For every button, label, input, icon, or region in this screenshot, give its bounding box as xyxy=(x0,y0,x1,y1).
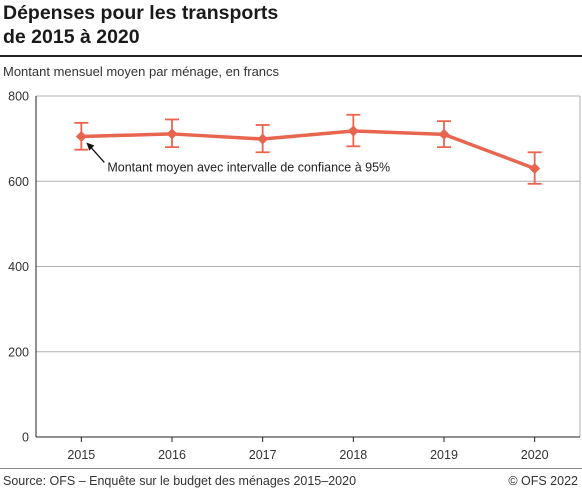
title-line-1: Dépenses pour les transports xyxy=(3,2,279,24)
x-tick-label-2016: 2016 xyxy=(158,448,186,462)
data-point-2015 xyxy=(75,130,87,142)
y-tick-label-0: 0 xyxy=(22,431,29,445)
title-divider xyxy=(0,55,582,57)
data-point-2019 xyxy=(438,128,450,140)
source-note: Source: OFS – Enquête sur le budget des … xyxy=(3,474,357,488)
footer-divider xyxy=(0,468,582,469)
data-point-2017 xyxy=(257,133,269,145)
annotation-arrowhead xyxy=(86,142,95,151)
grid-layer xyxy=(36,95,581,437)
x-tick-label-2019: 2019 xyxy=(430,448,458,462)
data-point-2018 xyxy=(347,125,359,137)
x-tick-label-2018: 2018 xyxy=(339,448,367,462)
data-point-2016 xyxy=(166,128,178,140)
series-line xyxy=(81,129,536,171)
axis-layer: 0 200 400 600 800 2015 2016 2017 2018 2019 2020 xyxy=(8,90,580,462)
y-tick-label-400: 400 xyxy=(8,260,29,274)
annotation-text: Montant moyen avec intervalle de confian… xyxy=(107,160,390,174)
title-line-2: de 2015 à 2020 xyxy=(3,26,140,48)
series-layer xyxy=(74,113,542,185)
y-tick-label-600: 600 xyxy=(8,175,29,189)
y-axis-label: Montant mensuel moyen par ménage, en fra… xyxy=(3,64,280,79)
y-tick-label-800: 800 xyxy=(8,90,29,104)
y-tick-label-200: 200 xyxy=(8,345,29,359)
data-point-2020 xyxy=(529,162,541,174)
copyright-note: © OFS 2022 xyxy=(508,474,578,488)
x-tick-label-2020: 2020 xyxy=(521,448,549,462)
chart-title: Dépenses pour les transports de 2015 à 2… xyxy=(3,1,563,49)
x-tick-label-2015: 2015 xyxy=(67,448,95,462)
annotation-layer: Montant moyen avec intervalle de confian… xyxy=(86,142,390,174)
x-tick-label-2017: 2017 xyxy=(249,448,277,462)
